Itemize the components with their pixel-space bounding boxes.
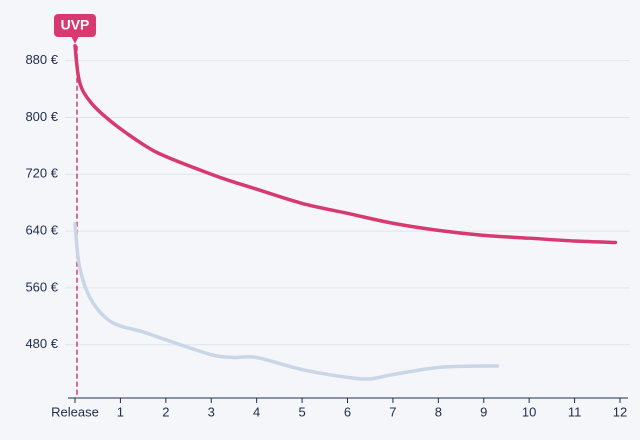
x-tick-label: 10 xyxy=(522,404,536,419)
line xyxy=(73,43,618,245)
x-tick-label: 3 xyxy=(208,404,215,419)
x-tick-label: 7 xyxy=(389,404,396,419)
x-tick-label: 12 xyxy=(613,404,627,419)
line xyxy=(73,222,500,381)
annotation-pointer xyxy=(71,36,79,44)
x-tick-label: 5 xyxy=(298,404,305,419)
x-tick-label: 11 xyxy=(568,404,582,419)
y-tick-label: 880 € xyxy=(25,52,58,67)
x-tick-label: 1 xyxy=(117,404,124,419)
y-tick-label: 720 € xyxy=(25,166,58,181)
x-tick-label: 4 xyxy=(253,404,260,419)
y-tick-label: 480 € xyxy=(25,336,58,351)
annotation-badge xyxy=(54,14,96,37)
x-tick-label: 9 xyxy=(480,404,487,419)
x-tick-label: Release xyxy=(51,404,99,419)
annotation-label: UVP xyxy=(61,17,90,33)
x-tick-label: 6 xyxy=(344,404,351,419)
y-tick-label: 800 € xyxy=(25,109,58,124)
y-tick-label: 560 € xyxy=(25,279,58,294)
x-tick-label: 2 xyxy=(162,404,169,419)
y-tick-label: 640 € xyxy=(25,223,58,238)
x-tick-label: 8 xyxy=(435,404,442,419)
